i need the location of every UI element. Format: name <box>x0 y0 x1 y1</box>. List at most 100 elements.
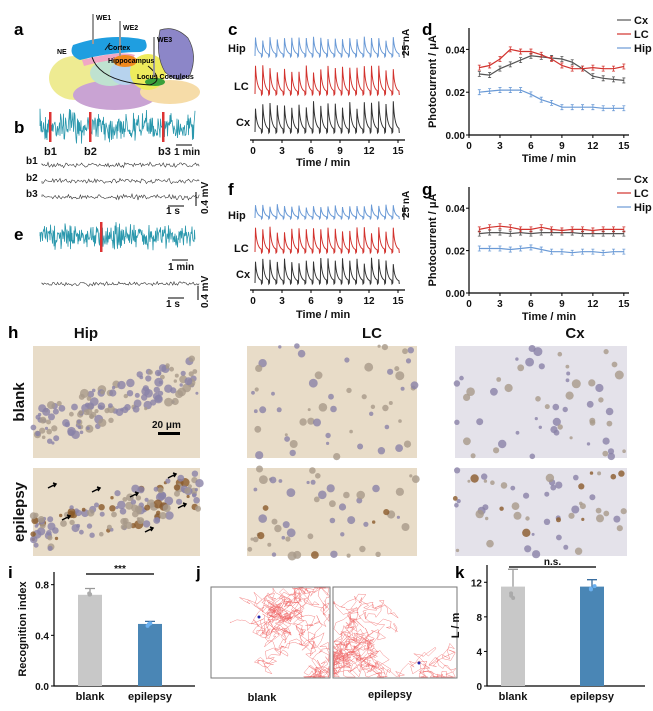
cell <box>130 499 137 505</box>
cell <box>131 484 140 493</box>
cell <box>39 427 46 434</box>
y-tick-label-k: 8 <box>476 613 482 624</box>
cell <box>410 381 419 390</box>
cell <box>64 421 71 428</box>
cell <box>286 488 296 497</box>
cell <box>60 520 67 527</box>
cell <box>142 520 151 528</box>
cell <box>194 488 198 492</box>
sample-point <box>146 622 151 627</box>
legend-label-lc: LC <box>634 188 649 200</box>
scale-1min-e: 1 min <box>168 262 194 273</box>
cell <box>79 529 84 535</box>
cell <box>306 480 310 485</box>
histology-image-epilepsy-cx <box>452 467 627 559</box>
col-header-lc: LC <box>362 325 382 342</box>
cell <box>308 378 318 388</box>
cell <box>359 545 366 553</box>
cell <box>117 380 126 390</box>
cell <box>603 510 610 517</box>
cell <box>453 380 461 387</box>
panel-label-e: e <box>14 225 23 244</box>
cell <box>132 510 139 518</box>
cell <box>466 387 475 397</box>
cell <box>258 514 268 523</box>
data-point-lc <box>591 64 595 71</box>
x-tick-label-f: 15 <box>392 296 404 307</box>
cell <box>588 379 596 387</box>
cell <box>606 420 613 427</box>
trace-hip-c <box>254 36 400 59</box>
x-tick-label-f: 9 <box>337 296 343 307</box>
panel-label-i: i <box>8 563 13 582</box>
data-point-lc <box>601 65 605 72</box>
marker-label-b3: b3 <box>158 146 171 158</box>
cell <box>463 437 471 446</box>
cell <box>271 391 275 396</box>
cell <box>188 355 195 362</box>
sample-point <box>592 584 597 589</box>
cell <box>467 479 471 483</box>
cell <box>597 471 602 476</box>
data-point-hip <box>612 105 616 112</box>
x-tick-label-c: 9 <box>337 146 343 157</box>
cell <box>67 429 75 437</box>
cell <box>94 502 99 508</box>
cell <box>343 491 350 499</box>
data-point-lc <box>519 48 523 55</box>
cell <box>149 502 155 508</box>
cell <box>187 484 192 489</box>
cell <box>144 407 148 411</box>
cell <box>78 393 85 400</box>
eeg-trace-b2-zoom <box>41 177 200 185</box>
x-tick-label-f: 0 <box>250 296 256 307</box>
cell <box>596 514 604 523</box>
x-tick-label-c: 0 <box>250 146 256 157</box>
cell <box>598 397 604 403</box>
cell <box>556 534 562 541</box>
cell <box>195 505 201 512</box>
cell <box>340 532 345 537</box>
panel-label-a: a <box>14 20 24 39</box>
cell <box>387 368 394 375</box>
trace-label-lc-f: LC <box>234 243 249 255</box>
data-point-cx <box>498 229 502 236</box>
cell <box>100 390 105 395</box>
cell <box>33 542 39 548</box>
cell <box>607 452 615 461</box>
cell <box>476 418 484 426</box>
scale-bars-e <box>168 286 199 300</box>
cell <box>405 358 412 364</box>
data-point-cx <box>591 73 595 80</box>
cell <box>89 532 95 538</box>
y-tick-label-k: 12 <box>471 578 483 589</box>
y-axis-label-d: Photocurrent / μA <box>427 35 439 128</box>
cell <box>525 516 530 521</box>
cell <box>372 484 380 493</box>
label-we3: WE3 <box>157 37 172 44</box>
cell <box>456 499 461 504</box>
cell <box>160 374 165 380</box>
cell <box>500 482 508 489</box>
cell <box>144 504 151 511</box>
cell <box>299 418 307 426</box>
arrow-icon <box>61 514 72 521</box>
cell <box>285 536 291 542</box>
cell <box>525 357 534 367</box>
y-tick-label-k: 0 <box>476 682 482 693</box>
tissue-background <box>247 346 417 458</box>
cell <box>157 371 162 376</box>
cell <box>145 375 152 382</box>
label-hippocampus: Hippocampus <box>108 58 154 65</box>
row-label-epilepsy: epilepsy <box>11 481 28 542</box>
cell <box>382 404 389 412</box>
cell <box>381 344 388 351</box>
cell <box>614 370 624 380</box>
cell <box>528 345 536 352</box>
cell <box>515 430 520 435</box>
data-point-hip <box>622 105 626 112</box>
cell <box>193 497 200 504</box>
cell <box>383 508 390 516</box>
x-tick-label-c: 6 <box>308 146 314 157</box>
x-tick-label-d: 3 <box>497 141 503 152</box>
